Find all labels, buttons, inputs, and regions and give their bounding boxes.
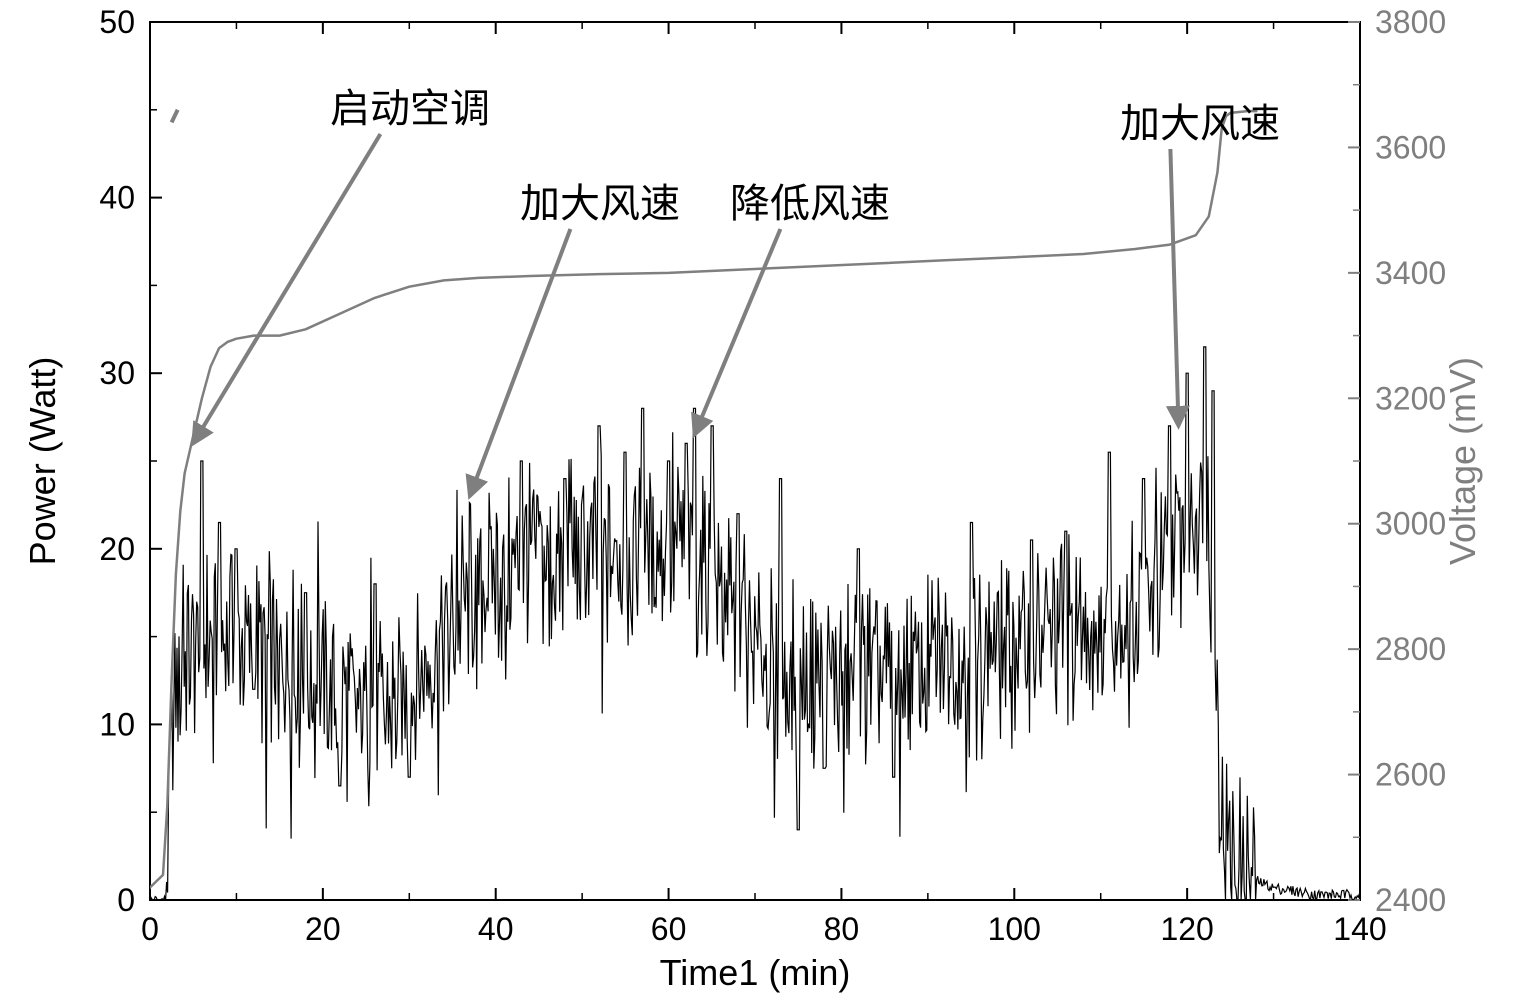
x-axis-title: Time1 (min)	[660, 952, 851, 993]
plot-frame	[150, 22, 1360, 900]
annotation-label: 启动空调	[330, 87, 490, 131]
y-right-tick-label: 2800	[1375, 631, 1446, 667]
y-right-tick-label: 2600	[1375, 757, 1446, 793]
x-tick-label: 20	[305, 911, 341, 947]
annotation-arrow	[193, 134, 380, 443]
y-left-tick-label: 10	[99, 706, 135, 742]
annotation-label: 降低风速	[730, 182, 890, 226]
x-tick-label: 40	[478, 911, 514, 947]
series-power	[150, 347, 1359, 900]
y-left-tick-label: 20	[99, 531, 135, 567]
x-tick-label: 0	[141, 911, 159, 947]
y-right-tick-label: 2400	[1375, 882, 1446, 918]
y-right-tick-label: 3400	[1375, 255, 1446, 291]
x-tick-label: 100	[988, 911, 1041, 947]
x-tick-label: 80	[824, 911, 860, 947]
annotation-label: 加大风速	[520, 182, 680, 226]
y-left-tick-label: 0	[117, 882, 135, 918]
voltage-start-blip	[172, 110, 178, 123]
annotation-arrow	[695, 229, 781, 435]
y-right-axis-title: Voltage (mV)	[1442, 357, 1483, 565]
annotation-arrow	[470, 229, 571, 496]
y-left-tick-label: 50	[99, 4, 135, 40]
annotation-arrow	[1170, 149, 1178, 426]
x-tick-label: 60	[651, 911, 687, 947]
y-left-axis-title: Power (Watt)	[22, 357, 63, 566]
y-right-tick-label: 3800	[1375, 4, 1446, 40]
chart-container: 020406080100120140Time1 (min)01020304050…	[0, 0, 1513, 1000]
y-left-tick-label: 30	[99, 355, 135, 391]
y-right-tick-label: 3200	[1375, 380, 1446, 416]
y-right-tick-label: 3000	[1375, 506, 1446, 542]
y-left-tick-label: 40	[99, 180, 135, 216]
y-right-tick-label: 3600	[1375, 129, 1446, 165]
chart-svg: 020406080100120140Time1 (min)01020304050…	[0, 0, 1513, 1000]
annotation-label: 加大风速	[1120, 102, 1280, 146]
x-tick-label: 120	[1160, 911, 1213, 947]
